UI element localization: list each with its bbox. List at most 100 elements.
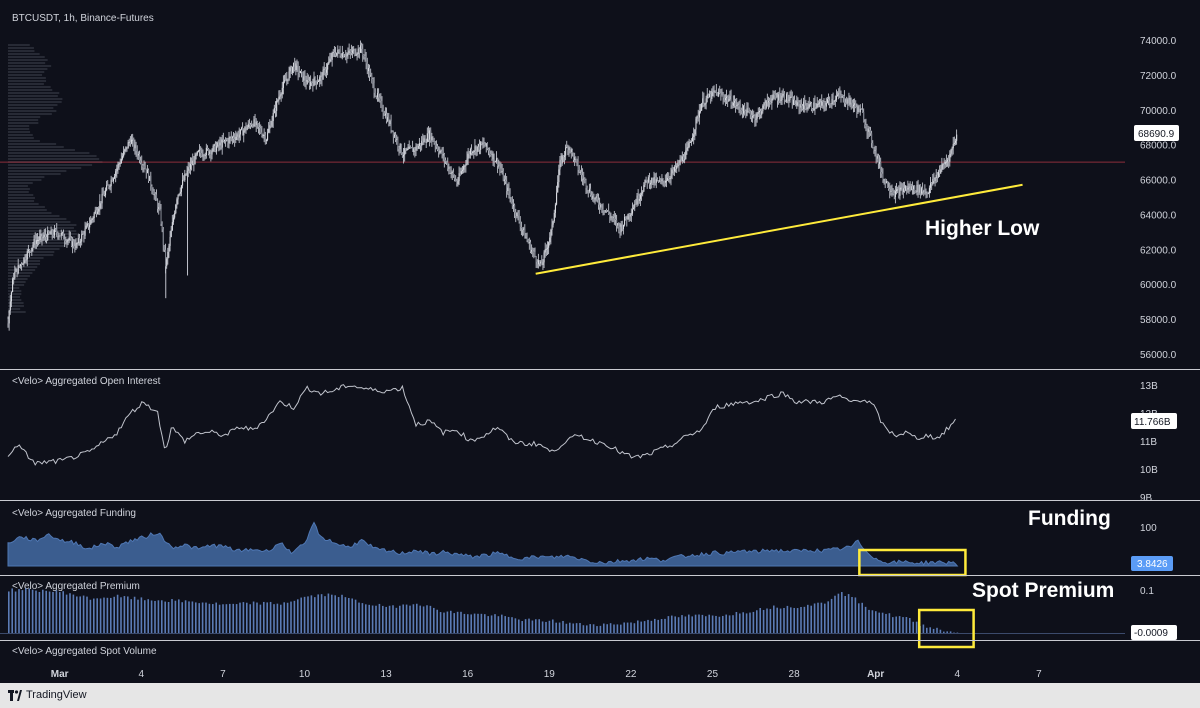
- candle-body: [103, 195, 105, 197]
- candle-body: [231, 137, 233, 139]
- candle-body: [893, 193, 895, 198]
- candle-body: [452, 171, 454, 176]
- premium-bar: [167, 602, 170, 633]
- price-pane[interactable]: BTCUSDT, 1h, Binance-Futures Higher Low …: [0, 13, 1179, 361]
- premium-bar: [467, 614, 469, 633]
- candle-body: [596, 196, 598, 200]
- candle-body: [864, 121, 866, 125]
- candle-body: [243, 130, 245, 136]
- candle-body: [841, 96, 843, 98]
- candle-body: [10, 292, 12, 302]
- candle-body: [704, 103, 706, 106]
- candle-body: [851, 102, 853, 107]
- premium-bar: [354, 599, 357, 633]
- candle-body: [676, 165, 678, 169]
- candle-body: [794, 99, 796, 105]
- premium-bar: [756, 610, 758, 633]
- time-axis-tick: 4: [954, 669, 960, 680]
- spot-volume-pane[interactable]: <Velo> Aggregated Spot Volume: [12, 646, 157, 657]
- candle-body: [627, 214, 629, 220]
- volume-profile-bar: [8, 194, 34, 196]
- premium-bar: [52, 591, 54, 633]
- open-interest-pane[interactable]: <Velo> Aggregated Open Interest 13B12B11…: [7, 376, 1177, 504]
- candle-body: [123, 151, 125, 157]
- candle-body: [72, 241, 74, 247]
- volume-profile-bar: [8, 143, 57, 145]
- premium-bar: [827, 601, 829, 633]
- candle-body: [803, 101, 805, 110]
- premium-bar: [48, 591, 51, 633]
- candle-body: [757, 112, 759, 114]
- premium-bar: [72, 594, 75, 633]
- candle-body: [539, 260, 541, 264]
- candle-body: [171, 222, 173, 231]
- premium-bar: [521, 621, 523, 633]
- candle-body: [389, 120, 391, 125]
- volume-profile-bar: [8, 215, 60, 217]
- candle-body: [699, 110, 702, 112]
- candle-body: [653, 177, 655, 183]
- candle-body: [485, 143, 487, 147]
- candle-body: [417, 145, 419, 149]
- candle-body: [99, 201, 101, 209]
- candle-body: [660, 180, 662, 182]
- candle-body: [833, 100, 835, 102]
- candle-body: [497, 158, 499, 167]
- candle-body: [825, 102, 827, 107]
- premium-bar: [361, 603, 364, 633]
- candle-body: [155, 194, 158, 201]
- candle-body: [165, 249, 167, 267]
- premium-bar: [786, 605, 789, 633]
- candle-body: [664, 180, 666, 183]
- candle-body: [403, 154, 405, 157]
- candle-body: [57, 232, 59, 237]
- candle-body: [546, 247, 549, 249]
- candle-body: [263, 134, 265, 136]
- candle-body: [329, 58, 331, 62]
- candle-body: [471, 149, 473, 154]
- candle-body: [327, 64, 329, 70]
- candle-body: [877, 155, 879, 164]
- premium-bar: [331, 594, 333, 633]
- candle-body: [431, 136, 433, 141]
- premium-bar: [858, 603, 860, 633]
- candle-body: [415, 146, 417, 151]
- candle-body: [915, 191, 917, 193]
- premium-bar: [895, 616, 897, 633]
- candle-body: [335, 53, 337, 56]
- candle-body: [183, 179, 185, 181]
- volume-profile-bar: [8, 293, 22, 295]
- volume-profile-bar: [8, 134, 33, 136]
- candle-body: [467, 153, 469, 159]
- chart-canvas[interactable]: BTCUSDT, 1h, Binance-Futures Higher Low …: [0, 0, 1200, 683]
- premium-title: <Velo> Aggregated Premium: [12, 581, 140, 592]
- premium-bar: [582, 625, 585, 633]
- candle-body: [306, 79, 308, 85]
- premium-bar: [769, 608, 772, 633]
- candle-body: [144, 167, 146, 169]
- volume-profile-bar: [8, 200, 35, 202]
- candle-body: [490, 153, 492, 156]
- premium-bar: [409, 605, 411, 633]
- candle-body: [386, 113, 388, 122]
- candle-body: [167, 251, 169, 259]
- candle-body: [461, 169, 464, 172]
- premium-pane[interactable]: <Velo> Aggregated Premium Spot Premium 0…: [0, 579, 1177, 649]
- premium-bar: [905, 616, 908, 633]
- candle-body: [413, 148, 415, 152]
- premium-bar: [174, 600, 177, 633]
- candle-body: [498, 165, 500, 167]
- candle-body: [510, 197, 512, 203]
- premium-bar: [569, 622, 571, 633]
- premium-bar: [371, 605, 374, 633]
- time-axis[interactable]: Mar 4 7 10 13 16 19 22 25 28 Apr 4 7: [51, 669, 1042, 680]
- candle-body: [553, 212, 555, 222]
- candle-body: [857, 106, 859, 113]
- candle-body: [399, 144, 401, 150]
- candle-body: [514, 204, 516, 213]
- candle-body: [19, 264, 22, 267]
- premium-bar: [820, 602, 823, 633]
- candle-body: [737, 103, 739, 106]
- premium-bar: [307, 596, 309, 633]
- candle-body: [621, 224, 623, 229]
